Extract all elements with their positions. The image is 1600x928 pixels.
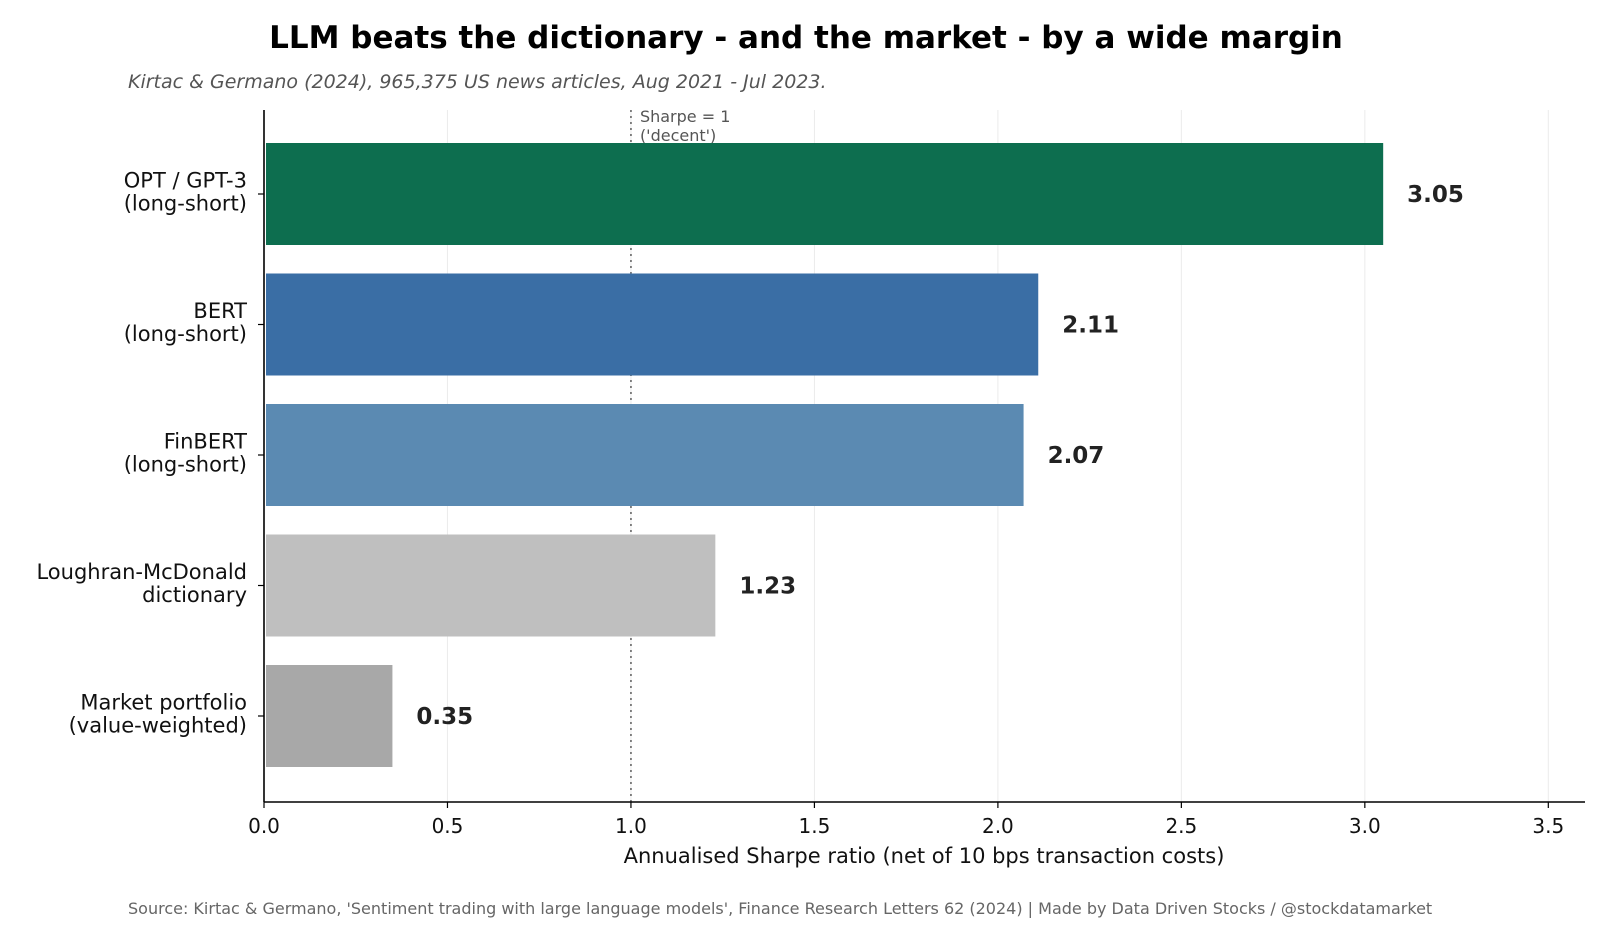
reference-line-label: ('decent') <box>640 126 716 145</box>
category-label: Market portfolio <box>80 691 247 715</box>
source-note: Source: Kirtac & Germano, 'Sentiment tra… <box>128 899 1432 918</box>
bar-value-label: 2.07 <box>1048 443 1105 469</box>
bar-value-label: 2.11 <box>1062 313 1119 339</box>
x-tick-label: 2.0 <box>982 814 1014 838</box>
category-label: (long-short) <box>124 453 247 477</box>
bar <box>266 273 1039 376</box>
reference-line-label: Sharpe = 1 <box>640 107 730 126</box>
axes <box>258 110 1585 808</box>
category-label: (long-short) <box>124 322 247 346</box>
x-tick-label: 2.5 <box>1165 814 1197 838</box>
bar <box>266 143 1384 245</box>
bar-value-label: 3.05 <box>1407 182 1464 208</box>
category-label: OPT / GPT-3 <box>124 169 247 193</box>
x-tick-label: 3.0 <box>1349 814 1381 838</box>
category-label: BERT <box>193 299 247 323</box>
category-label: (value-weighted) <box>69 714 247 738</box>
bars <box>266 143 1384 767</box>
x-tick-label: 0.0 <box>248 814 280 838</box>
category-label: FinBERT <box>164 430 247 454</box>
bar-value-label: 0.35 <box>416 704 473 730</box>
bar <box>266 665 393 767</box>
bar <box>266 404 1024 506</box>
bar <box>266 534 716 637</box>
x-tick-label: 1.5 <box>799 814 831 838</box>
category-label: dictionary <box>142 583 247 607</box>
bar-value-label: 1.23 <box>739 574 796 600</box>
chart-title: LLM beats the dictionary - and the marke… <box>269 20 1343 56</box>
x-tick-label: 1.0 <box>615 814 647 838</box>
x-tick-label: 0.5 <box>432 814 464 838</box>
chart-subtitle: Kirtac & Germano (2024), 965,375 US news… <box>128 71 827 93</box>
category-label: Loughran-McDonald <box>36 560 247 584</box>
x-axis-title: Annualised Sharpe ratio (net of 10 bps t… <box>624 844 1225 868</box>
category-label: (long-short) <box>124 192 247 216</box>
x-tick-label: 3.5 <box>1532 814 1564 838</box>
